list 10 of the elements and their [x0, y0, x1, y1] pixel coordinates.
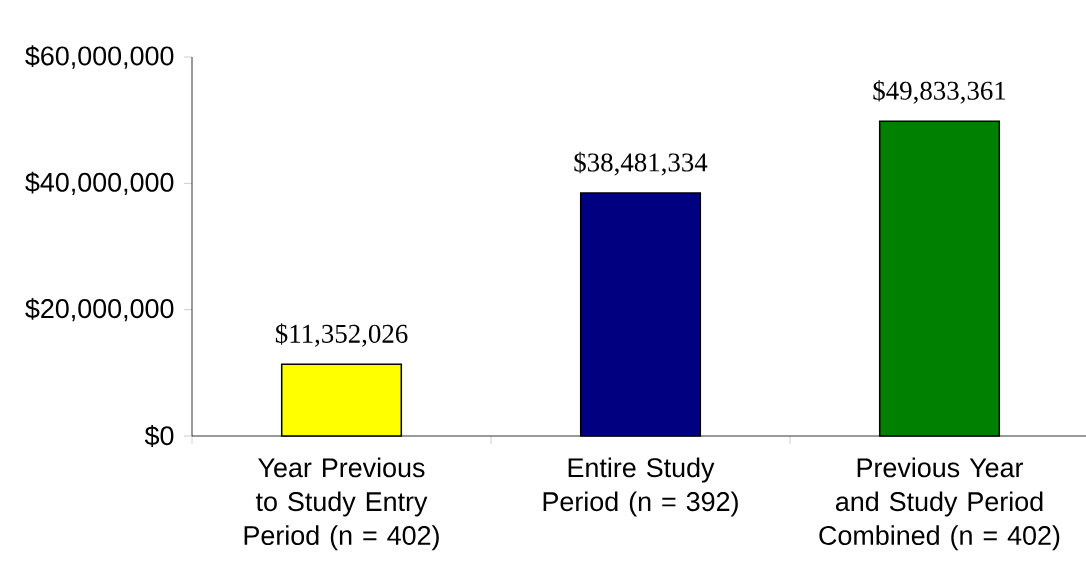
- data-label: $38,481,334: [574, 151, 708, 176]
- data-label: $49,833,361: [873, 80, 1006, 104]
- y-tick-label: $60,000,000: [25, 45, 174, 69]
- data-label: $11,352,026: [275, 323, 408, 347]
- y-tick-label: $20,000,000: [25, 297, 174, 322]
- y-tick-label: $0: [144, 425, 174, 447]
- x-tick-label: Year Previous to Study Entry Period (n = 402): [244, 457, 439, 551]
- y-tick-label: $40,000,000: [25, 171, 174, 195]
- x-tick-label: Previous Year and Study Period Combined (n = 402): [819, 457, 1060, 551]
- x-tick-label: Entire Study Period (n = 392): [543, 457, 738, 517]
